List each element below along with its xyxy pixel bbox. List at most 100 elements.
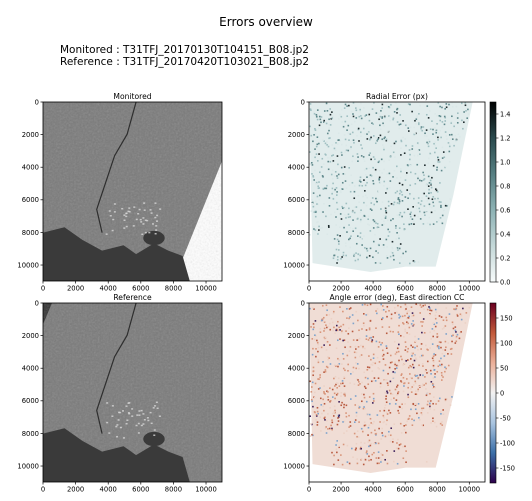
error-pixel xyxy=(367,434,369,436)
error-pixel xyxy=(432,364,435,367)
field-patch xyxy=(106,421,109,424)
error-pixel xyxy=(393,201,396,204)
error-pixel xyxy=(402,376,405,379)
error-pixel xyxy=(429,400,432,402)
error-pixel xyxy=(386,382,389,384)
error-pixel xyxy=(344,138,347,141)
error-pixel xyxy=(448,313,451,315)
field-patch xyxy=(131,415,134,417)
error-pixel xyxy=(340,108,343,111)
error-pixel xyxy=(377,377,380,380)
error-pixel xyxy=(310,109,312,112)
error-pixel xyxy=(363,421,366,424)
error-pixel xyxy=(404,349,407,351)
colorbar-tick-label: 100 xyxy=(500,339,513,347)
error-pixel xyxy=(429,152,432,155)
error-pixel xyxy=(437,400,440,402)
error-pixel xyxy=(384,207,387,210)
error-pixel xyxy=(337,357,339,360)
error-pixel xyxy=(417,143,420,146)
error-pixel xyxy=(317,185,319,188)
panel-content xyxy=(309,102,485,281)
error-pixel xyxy=(441,222,444,225)
error-pixel xyxy=(355,117,358,119)
error-pixel xyxy=(389,412,392,414)
error-pixel xyxy=(434,376,436,378)
error-pixel xyxy=(317,359,320,361)
error-pixel xyxy=(429,347,431,349)
error-pixel xyxy=(374,136,377,138)
error-pixel xyxy=(359,131,362,134)
error-pixel xyxy=(436,114,438,117)
error-pixel xyxy=(347,216,350,219)
error-pixel xyxy=(358,140,360,142)
error-pixel xyxy=(356,235,359,237)
error-pixel xyxy=(333,392,336,395)
error-pixel xyxy=(324,187,326,190)
error-pixel xyxy=(332,312,335,315)
error-pixel xyxy=(314,335,317,337)
error-pixel xyxy=(311,338,314,340)
error-pixel xyxy=(384,379,386,381)
error-pixel xyxy=(430,206,433,209)
error-pixel xyxy=(363,235,365,237)
error-pixel xyxy=(426,412,429,414)
error-pixel xyxy=(404,328,406,331)
error-pixel xyxy=(350,123,353,126)
error-pixel xyxy=(451,135,454,137)
error-pixel xyxy=(372,361,374,364)
error-pixel xyxy=(409,164,412,167)
error-pixel xyxy=(439,217,442,219)
error-pixel xyxy=(371,108,374,110)
error-pixel xyxy=(368,445,370,448)
error-pixel xyxy=(428,304,431,306)
error-pixel xyxy=(384,406,386,409)
error-pixel xyxy=(439,364,441,366)
error-pixel xyxy=(430,182,432,185)
error-pixel xyxy=(309,435,312,437)
error-pixel xyxy=(345,217,347,219)
error-pixel xyxy=(416,374,419,377)
error-pixel xyxy=(438,344,441,346)
error-pixel xyxy=(354,419,357,421)
error-pixel xyxy=(336,440,338,442)
error-pixel xyxy=(437,139,439,141)
y-tick-label: 4000 xyxy=(288,164,305,172)
error-pixel xyxy=(355,415,358,417)
error-pixel xyxy=(417,261,420,263)
error-pixel xyxy=(364,303,366,306)
error-pixel xyxy=(345,144,348,147)
error-pixel xyxy=(342,403,344,406)
error-pixel xyxy=(393,423,396,425)
error-pixel xyxy=(377,261,380,264)
error-pixel xyxy=(337,420,340,422)
error-pixel xyxy=(441,328,444,330)
error-pixel xyxy=(317,361,320,364)
error-pixel xyxy=(433,386,435,388)
error-pixel xyxy=(431,383,434,385)
error-pixel xyxy=(439,411,442,413)
error-pixel xyxy=(433,396,435,398)
error-pixel xyxy=(456,117,459,119)
error-pixel xyxy=(362,156,365,158)
river xyxy=(96,303,137,434)
error-pixel xyxy=(442,319,445,322)
error-pixel xyxy=(359,179,361,182)
error-pixel xyxy=(320,116,323,118)
error-pixel xyxy=(322,320,325,323)
error-pixel xyxy=(398,412,400,414)
error-pixel xyxy=(332,255,335,258)
error-pixel xyxy=(341,143,343,146)
error-pixel xyxy=(320,430,322,432)
error-pixel xyxy=(404,403,406,405)
error-pixel xyxy=(374,233,376,236)
error-pixel xyxy=(411,377,413,380)
error-pixel xyxy=(394,388,397,391)
error-pixel xyxy=(380,318,383,321)
error-pixel xyxy=(309,307,311,310)
error-pixel xyxy=(407,382,410,384)
error-pixel xyxy=(320,166,323,168)
field-patch xyxy=(146,219,149,222)
error-pixel xyxy=(398,324,400,327)
river xyxy=(96,102,137,233)
